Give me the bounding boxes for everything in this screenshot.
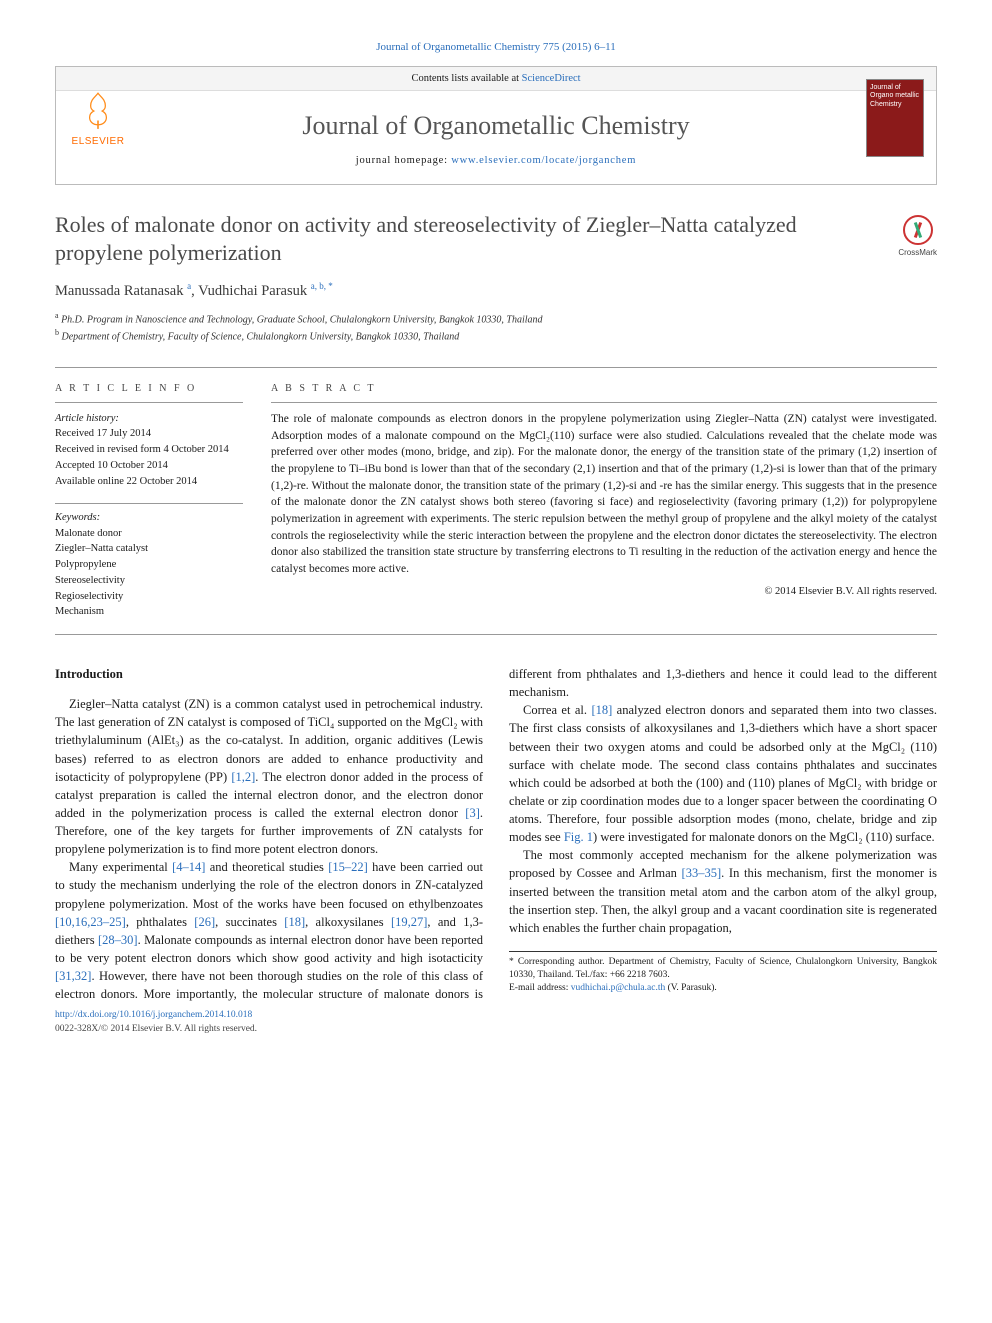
email-label: E-mail address: (509, 983, 568, 993)
history-revised: Received in revised form 4 October 2014 (55, 442, 243, 458)
journal-homepage: journal homepage: www.elsevier.com/locat… (56, 153, 936, 184)
history-accepted: Accepted 10 October 2014 (55, 458, 243, 474)
homepage-label: journal homepage: (356, 155, 448, 166)
email-name: (V. Parasuk). (668, 983, 717, 993)
copyright-line: © 2014 Elsevier B.V. All rights reserved… (271, 584, 937, 599)
corresp-text: * Corresponding author. Department of Ch… (509, 956, 937, 983)
contents-label: Contents lists available at (411, 73, 519, 84)
ref-link[interactable]: [19,27] (391, 915, 427, 929)
ref-link[interactable]: [28–30] (98, 933, 138, 947)
page-footer: http://dx.doi.org/10.1016/j.jorganchem.2… (55, 1009, 937, 1037)
abstract-heading: A B S T R A C T (271, 382, 937, 404)
affiliation-a: a Ph.D. Program in Nanoscience and Techn… (55, 310, 937, 327)
contents-bar: Contents lists available at ScienceDirec… (56, 67, 936, 91)
corresponding-footnote: * Corresponding author. Department of Ch… (509, 951, 937, 996)
journal-header: ELSEVIER Journal of Organo metallic Chem… (55, 66, 937, 185)
ref-link[interactable]: [18] (284, 915, 305, 929)
ref-link[interactable]: [33–35] (682, 866, 722, 880)
homepage-link[interactable]: www.elsevier.com/locate/jorganchem (451, 155, 636, 166)
issn-copyright: 0022-328X/© 2014 Elsevier B.V. All right… (55, 1023, 937, 1037)
ref-link[interactable]: [4–14] (172, 860, 205, 874)
ref-link[interactable]: [1,2] (231, 770, 255, 784)
sciencedirect-link[interactable]: ScienceDirect (522, 73, 581, 84)
history-received: Received 17 July 2014 (55, 426, 243, 442)
doi-link[interactable]: http://dx.doi.org/10.1016/j.jorganchem.2… (55, 1010, 252, 1020)
crossmark-badge[interactable]: CrossMark (898, 215, 937, 259)
intro-p4: Correa et al. [18] analyzed electron don… (509, 701, 937, 846)
ref-link[interactable]: [15–22] (328, 860, 368, 874)
ref-link[interactable]: [18] (591, 703, 612, 717)
journal-title: Journal of Organometallic Chemistry (56, 91, 936, 153)
article-body: Introduction Ziegler–Natta catalyst (ZN)… (55, 665, 937, 1003)
keywords-list: Malonate donorZiegler–Natta catalystPoly… (55, 526, 243, 621)
publisher-name: ELSEVIER (68, 135, 128, 150)
elsevier-tree-icon (77, 89, 119, 131)
email-link[interactable]: vudhichai.p@chula.ac.th (571, 983, 665, 993)
keywords-label: Keywords: (55, 503, 243, 525)
abstract-panel: A B S T R A C T The role of malonate com… (255, 368, 937, 634)
intro-p5: The most commonly accepted mechanism for… (509, 846, 937, 937)
crossmark-icon (903, 215, 933, 245)
affiliation-b: b Department of Chemistry, Faculty of Sc… (55, 327, 937, 344)
history-label: Article history: (55, 411, 243, 426)
crossmark-label: CrossMark (898, 247, 937, 259)
ref-link[interactable]: [31,32] (55, 969, 91, 983)
author-list: Manussada Ratanasak a, Vudhichai Parasuk… (55, 280, 937, 302)
intro-p1: Ziegler–Natta catalyst (ZN) is a common … (55, 695, 483, 858)
publisher-logo[interactable]: ELSEVIER (68, 89, 128, 150)
article-info-heading: A R T I C L E I N F O (55, 382, 243, 404)
citation-line[interactable]: Journal of Organometallic Chemistry 775 … (55, 40, 937, 56)
history-online: Available online 22 October 2014 (55, 474, 243, 490)
fig-link[interactable]: Fig. 1 (564, 830, 593, 844)
ref-link[interactable]: [10,16,23–25] (55, 915, 126, 929)
article-info-panel: A R T I C L E I N F O Article history: R… (55, 368, 255, 634)
ref-link[interactable]: [26] (194, 915, 215, 929)
ref-link[interactable]: [3] (465, 806, 480, 820)
journal-cover-thumbnail[interactable]: Journal of Organo metallic Chemistry (866, 79, 924, 157)
intro-heading: Introduction (55, 665, 483, 683)
abstract-text: The role of malonate compounds as electr… (271, 411, 937, 578)
article-title: Roles of malonate donor on activity and … (55, 211, 937, 266)
